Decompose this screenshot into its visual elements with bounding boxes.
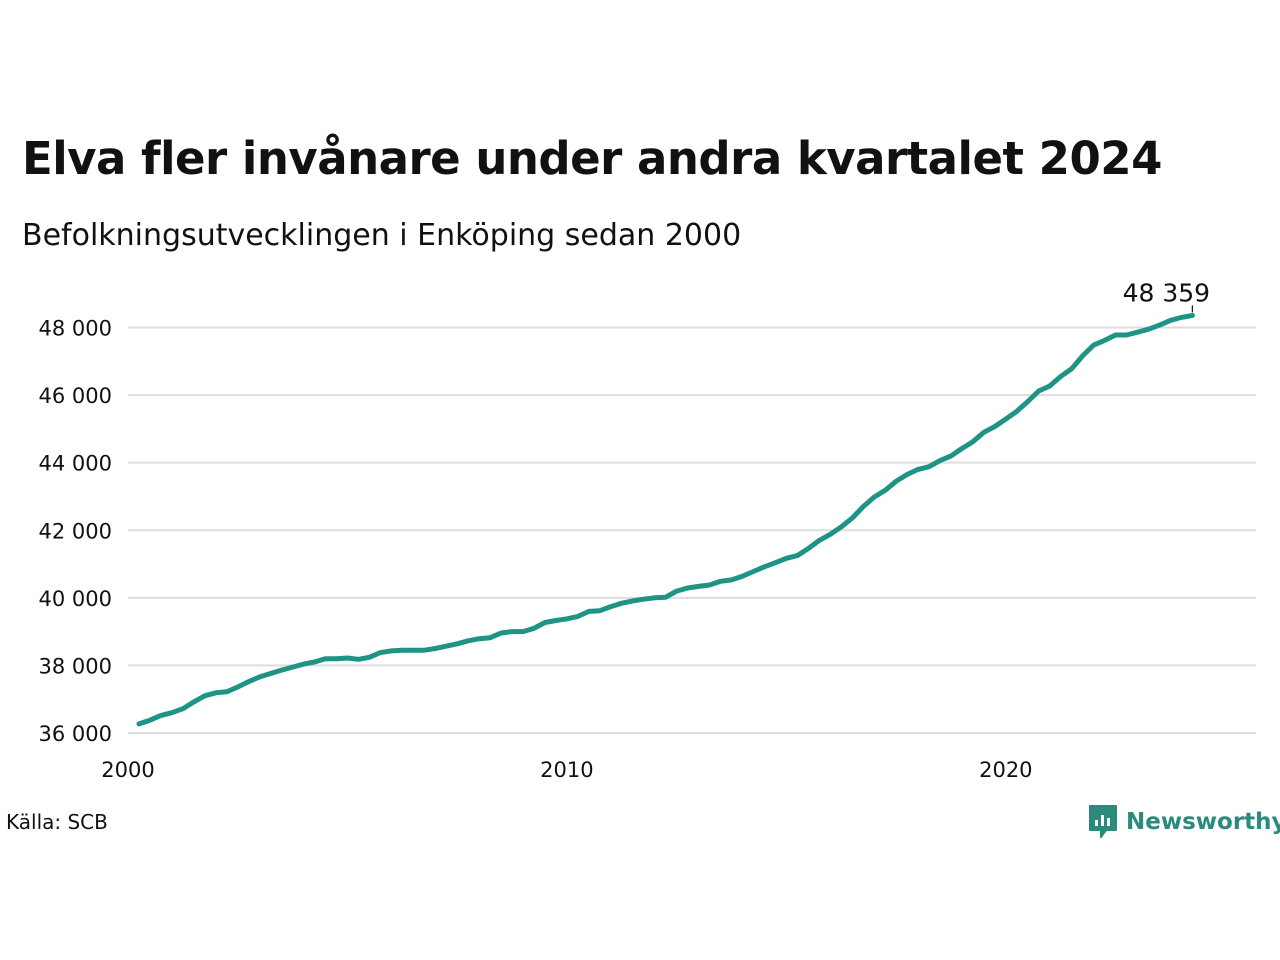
chart-subtitle: Befolkningsutvecklingen i Enköping sedan… xyxy=(22,218,742,253)
y-tick-label: 44 000 xyxy=(39,452,112,476)
end-value-label: 48 359 xyxy=(1123,278,1210,307)
x-tick-label: 2000 xyxy=(101,758,154,782)
source-note: Källa: SCB xyxy=(6,810,108,834)
y-tick-label: 46 000 xyxy=(39,384,112,408)
x-tick-label: 2020 xyxy=(979,758,1032,782)
y-tick-label: 38 000 xyxy=(39,654,112,678)
y-tick-label: 40 000 xyxy=(39,587,112,611)
grid-lines xyxy=(128,326,1256,734)
y-tick-label: 42 000 xyxy=(39,519,112,543)
y-axis-ticks: 36 000 38 000 40 000 42 000 44 000 46 000 48 0… xyxy=(39,317,112,746)
population-line xyxy=(136,312,1195,727)
newsworthy-logo-icon xyxy=(1089,805,1117,838)
x-tick-label: 2010 xyxy=(540,758,593,782)
newsworthy-logo-text: Newsworthy xyxy=(1126,809,1280,835)
chart-title: Elva fler invånare under andra kvartalet… xyxy=(22,132,1162,185)
newsworthy-logo: Newsworthy xyxy=(1088,804,1280,840)
y-tick-label: 48 000 xyxy=(39,317,112,341)
y-tick-label: 36 000 xyxy=(39,722,112,746)
x-axis-ticks: 2000 2010 2020 xyxy=(101,758,1032,782)
